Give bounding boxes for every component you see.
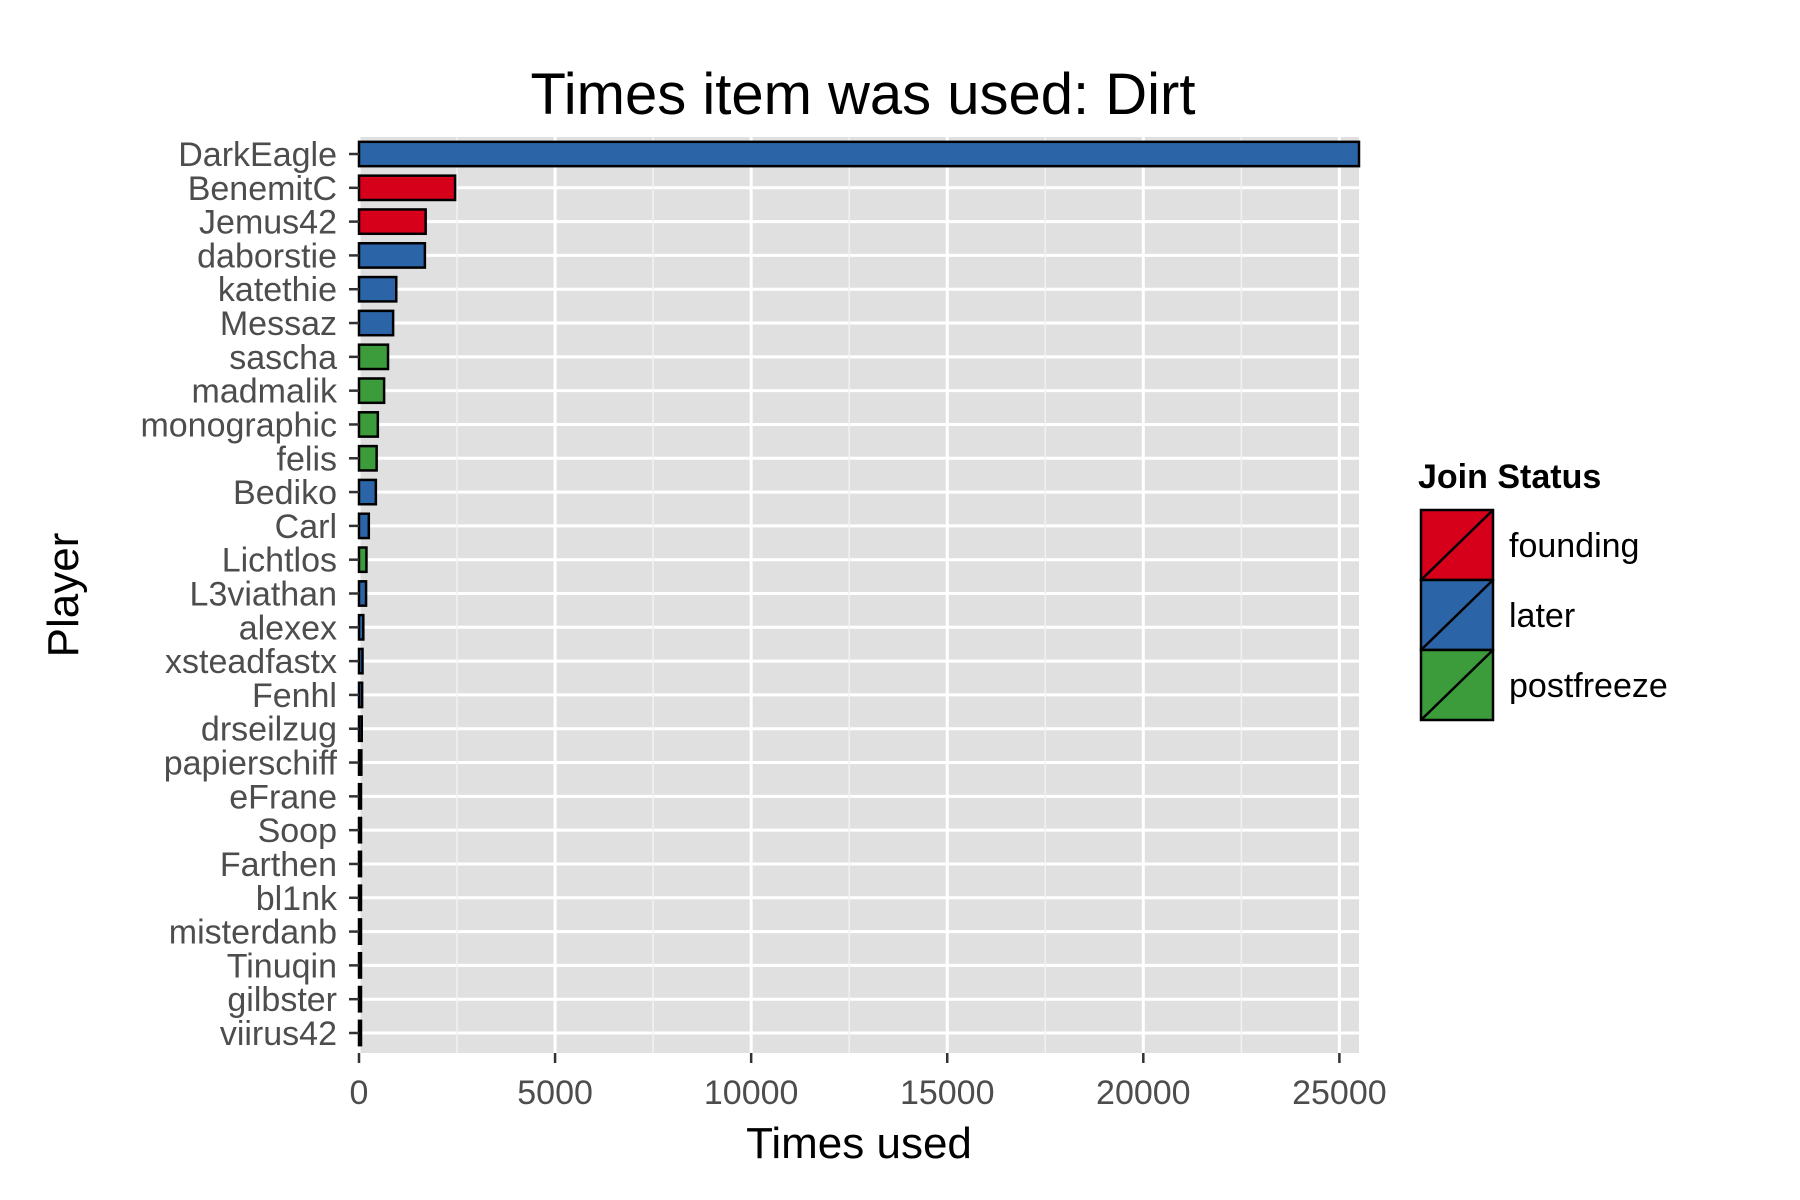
- y-tick-label: Bediko: [233, 474, 337, 512]
- x-tick-label: 10000: [704, 1074, 799, 1112]
- y-tick-label: eFrane: [229, 778, 337, 816]
- bar-gilbster: [357, 985, 363, 1013]
- grid-lines: [357, 137, 1359, 1053]
- x-tick-label: 0: [350, 1074, 369, 1112]
- y-tick-label: Fenhl: [252, 677, 337, 715]
- bar-papierschiff: [357, 749, 363, 776]
- bar-Messaz: [357, 309, 395, 337]
- y-tick-label: Jemus42: [199, 204, 337, 242]
- legend: Join Status founding later postfreeze: [1418, 458, 1668, 722]
- legend-item-later: later: [1419, 578, 1575, 652]
- y-tick-label: Messaz: [220, 305, 337, 343]
- bar-Soop: [357, 816, 363, 844]
- bar-Bediko: [357, 478, 378, 506]
- x-tick-label: 20000: [1096, 1074, 1191, 1112]
- legend-key-diagonal: [1420, 509, 1494, 581]
- y-axis: DarkEagleBenemitCJemus42daborstiekatethi…: [140, 136, 359, 1053]
- y-tick-label: Farthen: [220, 846, 337, 884]
- y-tick-label: bl1nk: [256, 880, 338, 918]
- legend-item-founding: founding: [1419, 508, 1639, 582]
- y-tick-label: gilbster: [227, 981, 337, 1019]
- y-tick-label: madmalik: [192, 373, 338, 411]
- bar-BenemitC: [357, 174, 457, 202]
- bar-bl1nk: [357, 884, 363, 912]
- y-tick-label: alexex: [239, 609, 337, 647]
- bar-monographic: [357, 411, 380, 438]
- legend-title: Join Status: [1418, 458, 1601, 496]
- bar-eFrane: [357, 782, 363, 810]
- bar-katethie: [357, 275, 398, 303]
- y-tick-label: Lichtlos: [222, 542, 337, 580]
- x-axis-title: Times used: [746, 1119, 972, 1168]
- y-tick-label: Tinuqin: [227, 947, 337, 985]
- legend-label-postfreeze: postfreeze: [1509, 667, 1668, 705]
- bar-daborstie: [357, 242, 427, 269]
- y-tick-label: papierschiff: [164, 745, 338, 783]
- bar-felis: [357, 444, 378, 472]
- y-tick-label: viirus42: [220, 1015, 337, 1053]
- y-tick-label: katethie: [218, 271, 337, 309]
- x-tick-label: 15000: [900, 1074, 995, 1112]
- bar-madmalik: [357, 377, 386, 405]
- chart-title: Times item was used: Dirt: [531, 62, 1196, 127]
- legend-label-founding: founding: [1509, 527, 1639, 565]
- y-tick-label: Carl: [275, 508, 337, 546]
- legend-item-postfreeze: postfreeze: [1419, 648, 1668, 722]
- bar-viirus42: [357, 1019, 363, 1047]
- bar-L3viathan: [357, 580, 368, 607]
- y-tick-label: xsteadfastx: [165, 643, 337, 681]
- bar-alexex: [357, 613, 365, 641]
- bar-drseilzug: [357, 715, 363, 743]
- y-tick-label: daborstie: [197, 237, 337, 275]
- bar-Lichtlos: [357, 546, 368, 574]
- legend-label-later: later: [1509, 597, 1575, 635]
- y-tick-label: Soop: [258, 812, 337, 850]
- bar-Farthen: [357, 850, 363, 878]
- y-tick-label: misterdanb: [169, 914, 337, 952]
- y-tick-label: sascha: [229, 339, 337, 377]
- bar-DarkEagle: [357, 140, 1361, 168]
- bar-sascha: [357, 343, 390, 371]
- legend-key-diagonal: [1420, 649, 1494, 721]
- y-tick-label: DarkEagle: [178, 136, 337, 174]
- bar-Fenhl: [357, 681, 364, 709]
- bar-Tinuqin: [357, 951, 363, 979]
- x-tick-label: 5000: [517, 1074, 593, 1112]
- legend-key-diagonal: [1420, 579, 1494, 651]
- x-tick-label: 25000: [1292, 1074, 1387, 1112]
- x-axis: 0 5000 10000 15000 20000 25000: [350, 1053, 1387, 1112]
- bar-Carl: [357, 512, 371, 540]
- y-axis-title: Player: [39, 533, 88, 658]
- bar-misterdanb: [357, 918, 363, 945]
- y-tick-label: monographic: [140, 406, 337, 444]
- y-tick-label: BenemitC: [188, 170, 337, 208]
- y-tick-label: L3viathan: [190, 576, 337, 614]
- bar-Jemus42: [357, 208, 427, 236]
- y-tick-label: drseilzug: [201, 711, 337, 749]
- bar-xsteadfastx: [357, 647, 364, 675]
- y-tick-label: felis: [277, 440, 337, 478]
